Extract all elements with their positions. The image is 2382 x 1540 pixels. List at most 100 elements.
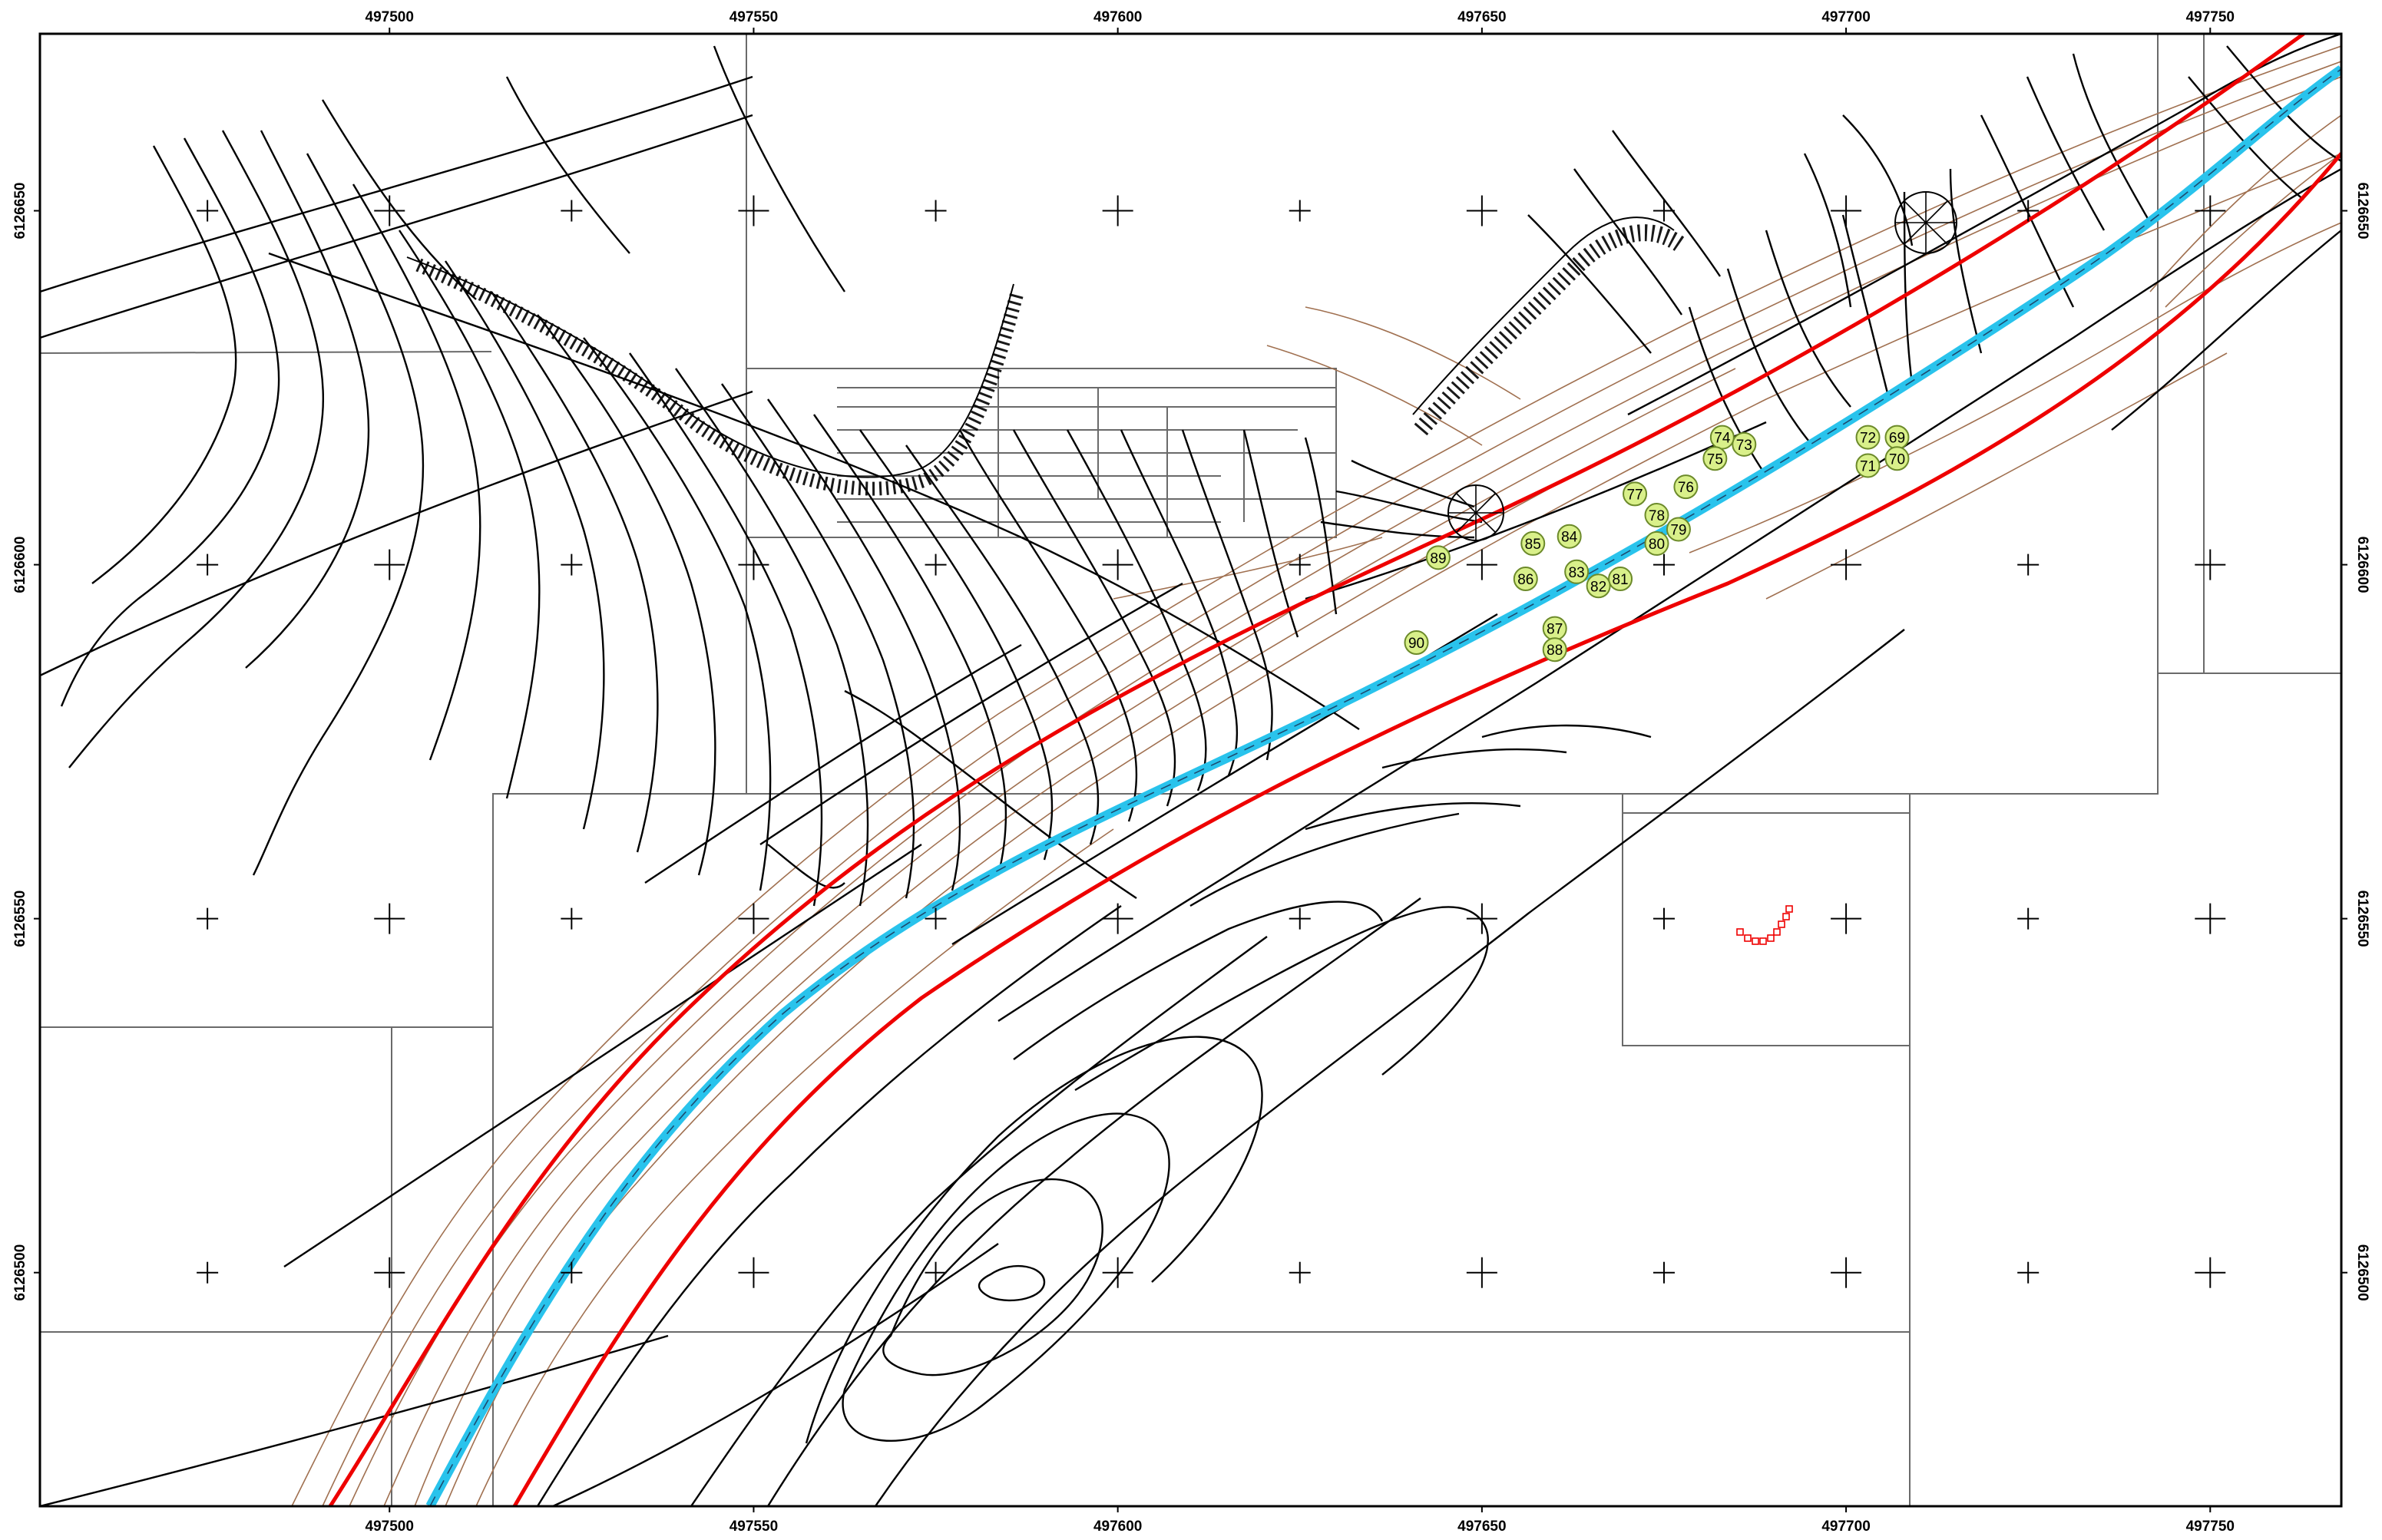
grid-cross xyxy=(2017,907,2040,930)
x-tick-label-top: 497550 xyxy=(729,9,778,25)
grid-cross xyxy=(925,200,947,222)
grid-cross xyxy=(1102,195,1133,226)
x-tick-label-bottom: 497500 xyxy=(366,1519,414,1535)
grid-cross xyxy=(925,554,947,576)
grid-cross xyxy=(197,1261,219,1284)
x-tick-label-top: 497600 xyxy=(1093,9,1142,25)
survey-point: 81 xyxy=(1608,567,1633,592)
grid-cross xyxy=(1289,200,1311,222)
survey-point: 89 xyxy=(1425,545,1451,570)
grid-cross xyxy=(925,907,947,930)
grid-cross xyxy=(2195,549,2226,580)
grid-cross xyxy=(1102,1257,1133,1288)
x-tick-label-bottom: 497750 xyxy=(2186,1519,2235,1535)
survey-point-label: 85 xyxy=(1525,537,1541,553)
survey-point-label: 74 xyxy=(1714,431,1731,447)
grid-cross xyxy=(2017,200,2040,222)
grid-cross xyxy=(1653,200,1675,222)
grid-cross xyxy=(2195,1257,2226,1288)
coordinate-axes: 497500 497500 497550 497550 497600 497600 4976… xyxy=(12,9,2370,1535)
grid-cross xyxy=(561,907,583,930)
survey-point: 85 xyxy=(1520,530,1546,556)
road-lines xyxy=(40,34,2341,1506)
grid-cross xyxy=(1466,549,1497,580)
grid-cross xyxy=(1653,554,1675,576)
survey-point-circle xyxy=(1855,425,1881,450)
map-frame xyxy=(38,32,2343,1508)
x-tick-label-top: 497650 xyxy=(1457,9,1506,25)
grid-cross xyxy=(1102,549,1133,580)
survey-point-circle xyxy=(1855,453,1881,478)
survey-point: 69 xyxy=(1884,425,1910,450)
grid-cross xyxy=(197,907,219,930)
y-tick-label-right: 6126650 xyxy=(2354,183,2370,240)
survey-point: 88 xyxy=(1542,637,1567,663)
y-tick-label-right: 6126550 xyxy=(2354,891,2370,947)
x-tick-label-bottom: 497550 xyxy=(729,1519,778,1535)
grid-crosses xyxy=(197,195,2226,1288)
survey-point: 76 xyxy=(1673,474,1699,500)
survey-point-label: 76 xyxy=(1678,480,1694,496)
survey-point: 77 xyxy=(1623,481,1648,507)
x-tick-label-top: 497500 xyxy=(366,9,414,25)
grid-cross xyxy=(1466,903,1497,934)
grid-cross xyxy=(197,554,219,576)
grid-cross xyxy=(374,903,405,934)
survey-point-markers: 69 70 71 72 73 74 75 76 77 78 79 80 81 82 83 84 85 86 87 88… xyxy=(1404,425,1910,663)
y-tick-label-right: 6126500 xyxy=(2354,1244,2370,1301)
survey-point-label: 70 xyxy=(1889,451,1905,468)
survey-point: 74 xyxy=(1709,425,1735,450)
survey-point: 70 xyxy=(1884,446,1910,471)
survey-point-label: 87 xyxy=(1547,622,1563,638)
grid-cross xyxy=(1466,1257,1497,1288)
grid-cross xyxy=(1653,907,1675,930)
survey-point-label: 86 xyxy=(1517,572,1533,588)
survey-point-circle xyxy=(1520,530,1546,556)
survey-point: 83 xyxy=(1564,559,1590,584)
grid-cross xyxy=(2017,554,2040,576)
survey-point: 80 xyxy=(1644,530,1669,556)
manhole-symbols xyxy=(1447,191,1957,541)
survey-point-circle xyxy=(1564,559,1590,584)
grid-cross xyxy=(561,1261,583,1284)
grid-cross xyxy=(1831,195,1862,226)
parcel-boundaries xyxy=(40,34,2341,1506)
survey-point-circle xyxy=(1732,431,1757,457)
grid-cross xyxy=(1289,907,1311,930)
grid-cross xyxy=(1289,554,1311,576)
grid-cross xyxy=(1831,903,1862,934)
grid-cross xyxy=(1289,1261,1311,1284)
red-boundary-lines xyxy=(328,34,2341,1506)
survey-point: 87 xyxy=(1542,616,1567,641)
survey-point-circle xyxy=(1404,630,1429,656)
grid-cross xyxy=(1831,1257,1862,1288)
survey-point: 79 xyxy=(1666,517,1691,542)
y-tick-label-left: 6126550 xyxy=(12,891,28,947)
grid-cross xyxy=(1653,1261,1675,1284)
survey-point: 90 xyxy=(1404,630,1429,656)
grid-cross xyxy=(738,195,769,226)
survey-point-label: 78 xyxy=(1649,508,1665,524)
grid-cross xyxy=(738,549,769,580)
x-tick-label-top: 497750 xyxy=(2186,9,2235,25)
y-tick-label-right: 6126600 xyxy=(2354,537,2370,593)
survey-point-circle xyxy=(1513,567,1538,592)
grid-cross xyxy=(1466,195,1497,226)
survey-point: 84 xyxy=(1557,524,1582,549)
survey-point: 78 xyxy=(1644,503,1669,528)
x-tick-label-bottom: 497650 xyxy=(1457,1519,1506,1535)
x-tick-label-bottom: 497600 xyxy=(1093,1519,1142,1535)
grid-cross xyxy=(561,554,583,576)
grid-cross xyxy=(738,1257,769,1288)
map-content: 69 70 71 72 73 74 75 76 77 78 79 80 81 82 83 84 85 86 87 88… xyxy=(40,34,2341,1506)
survey-point: 71 xyxy=(1855,453,1881,478)
survey-point-label: 72 xyxy=(1860,431,1876,447)
map-frame-background xyxy=(40,34,2341,1506)
grid-cross xyxy=(197,200,219,222)
survey-point-label: 80 xyxy=(1649,537,1665,553)
survey-point-label: 89 xyxy=(1430,550,1446,567)
grid-cross xyxy=(2017,1261,2040,1284)
survey-point: 75 xyxy=(1702,446,1728,471)
grid-cross xyxy=(738,903,769,934)
y-tick-label-left: 6126650 xyxy=(12,183,28,240)
